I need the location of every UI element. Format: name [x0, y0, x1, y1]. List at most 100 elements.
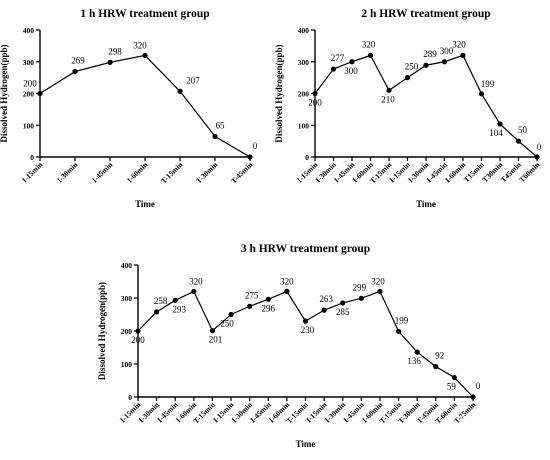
y-tick-label: 300	[121, 294, 133, 303]
data-label: 200	[308, 98, 322, 108]
data-point	[154, 309, 160, 315]
data-point	[212, 133, 218, 139]
data-label: 293	[172, 304, 186, 314]
chart-panel-2: 2 h HRW treatment group0100200300400I-15…	[274, 8, 542, 209]
data-label: 258	[154, 296, 168, 306]
data-label: 285	[336, 307, 350, 317]
data-point	[135, 328, 141, 334]
data-point	[478, 91, 485, 97]
data-label: 263	[319, 294, 333, 304]
chart-title: 3 h HRW treatment group	[241, 243, 370, 255]
data-point	[321, 307, 327, 313]
data-label: 320	[362, 39, 376, 49]
x-tick-label: T-30min	[194, 159, 220, 185]
x-axis-label: Time	[135, 199, 155, 209]
data-label: 65	[216, 120, 226, 130]
data-label: 320	[280, 276, 294, 286]
data-point	[349, 59, 355, 65]
y-tick-label: 300	[23, 58, 35, 67]
y-tick-label: 400	[298, 26, 310, 35]
data-label: 320	[133, 40, 147, 50]
x-tick-label: T-45min	[229, 159, 255, 185]
data-point	[395, 328, 402, 334]
data-point	[228, 311, 234, 318]
data-point	[191, 288, 197, 294]
data-label: 200	[23, 79, 37, 89]
data-point	[404, 75, 411, 81]
y-tick-label: 200	[121, 327, 133, 336]
data-label: 298	[108, 46, 122, 56]
data-label: 210	[381, 94, 395, 104]
data-label: 300	[344, 66, 358, 76]
data-point	[312, 90, 318, 97]
data-label: 320	[189, 276, 203, 286]
data-point	[247, 303, 253, 309]
data-label: 136	[407, 356, 421, 366]
data-label: 199	[395, 315, 409, 325]
y-tick-label: 400	[23, 26, 35, 35]
data-label: 199	[481, 79, 495, 89]
series-line	[137, 290, 474, 398]
data-point	[107, 59, 113, 65]
y-tick-label: 100	[121, 360, 133, 369]
data-point	[142, 52, 148, 59]
x-axis-label: Time	[416, 199, 436, 209]
data-point	[172, 297, 178, 303]
y-axis-label: Dissolved Hydrogen(ppb)	[97, 282, 107, 380]
x-tick-label: T-75min	[452, 399, 478, 425]
data-label: 0	[537, 142, 542, 152]
y-tick-label: 200	[23, 90, 35, 99]
data-point	[367, 52, 374, 59]
x-axis-label: Time	[296, 439, 316, 449]
y-axis-label: Dissolved Hydrogen(ppb)	[274, 44, 284, 142]
y-tick-label: 200	[298, 90, 310, 99]
series-line	[39, 54, 251, 158]
data-point	[414, 349, 420, 355]
data-label: 92	[435, 351, 444, 361]
x-tick-label: I-30min	[55, 159, 80, 184]
chart-title: 2 h HRW treatment group	[361, 8, 490, 20]
y-tick-label: 100	[23, 121, 35, 130]
data-point	[377, 288, 383, 294]
data-label: 299	[353, 282, 367, 292]
data-point	[386, 87, 392, 93]
y-tick-label: 300	[298, 58, 310, 67]
data-label: 200	[131, 335, 145, 345]
data-point	[441, 59, 448, 65]
data-label: 250	[405, 62, 419, 72]
data-label: 50	[518, 125, 528, 135]
y-tick-label: 0	[128, 393, 132, 402]
data-label: 230	[301, 325, 315, 335]
x-tick-label: I-45min	[90, 159, 115, 184]
data-label: 0	[253, 141, 258, 151]
data-label: 320	[452, 39, 466, 49]
data-label: 201	[209, 335, 223, 345]
data-point	[358, 295, 364, 301]
data-point	[302, 318, 309, 324]
data-point	[433, 364, 439, 370]
data-point	[340, 300, 346, 306]
data-point	[460, 52, 466, 59]
data-point	[534, 154, 540, 160]
data-point	[209, 328, 216, 334]
data-label: 250	[220, 319, 234, 329]
data-point	[330, 66, 337, 72]
data-label: 104	[489, 128, 503, 138]
x-tick-label: T-15min	[159, 159, 185, 185]
y-tick-label: 400	[121, 261, 133, 270]
data-label: 269	[71, 56, 85, 66]
data-point	[284, 288, 290, 294]
data-label: 277	[331, 53, 345, 63]
x-tick-label: I-15min	[20, 159, 45, 184]
data-point	[37, 90, 43, 97]
data-point	[265, 296, 271, 302]
data-point	[515, 138, 522, 144]
data-point	[423, 62, 429, 68]
y-tick-label: 0	[305, 153, 309, 162]
y-axis-label: Dissolved Hydrogen(ppb)	[0, 44, 9, 142]
chart-panel-1: 1 h HRW treatment group 0 100 200 300 400 I-15…	[0, 8, 258, 209]
data-point	[470, 394, 476, 400]
data-label: 296	[262, 303, 276, 313]
data-point	[247, 154, 253, 160]
